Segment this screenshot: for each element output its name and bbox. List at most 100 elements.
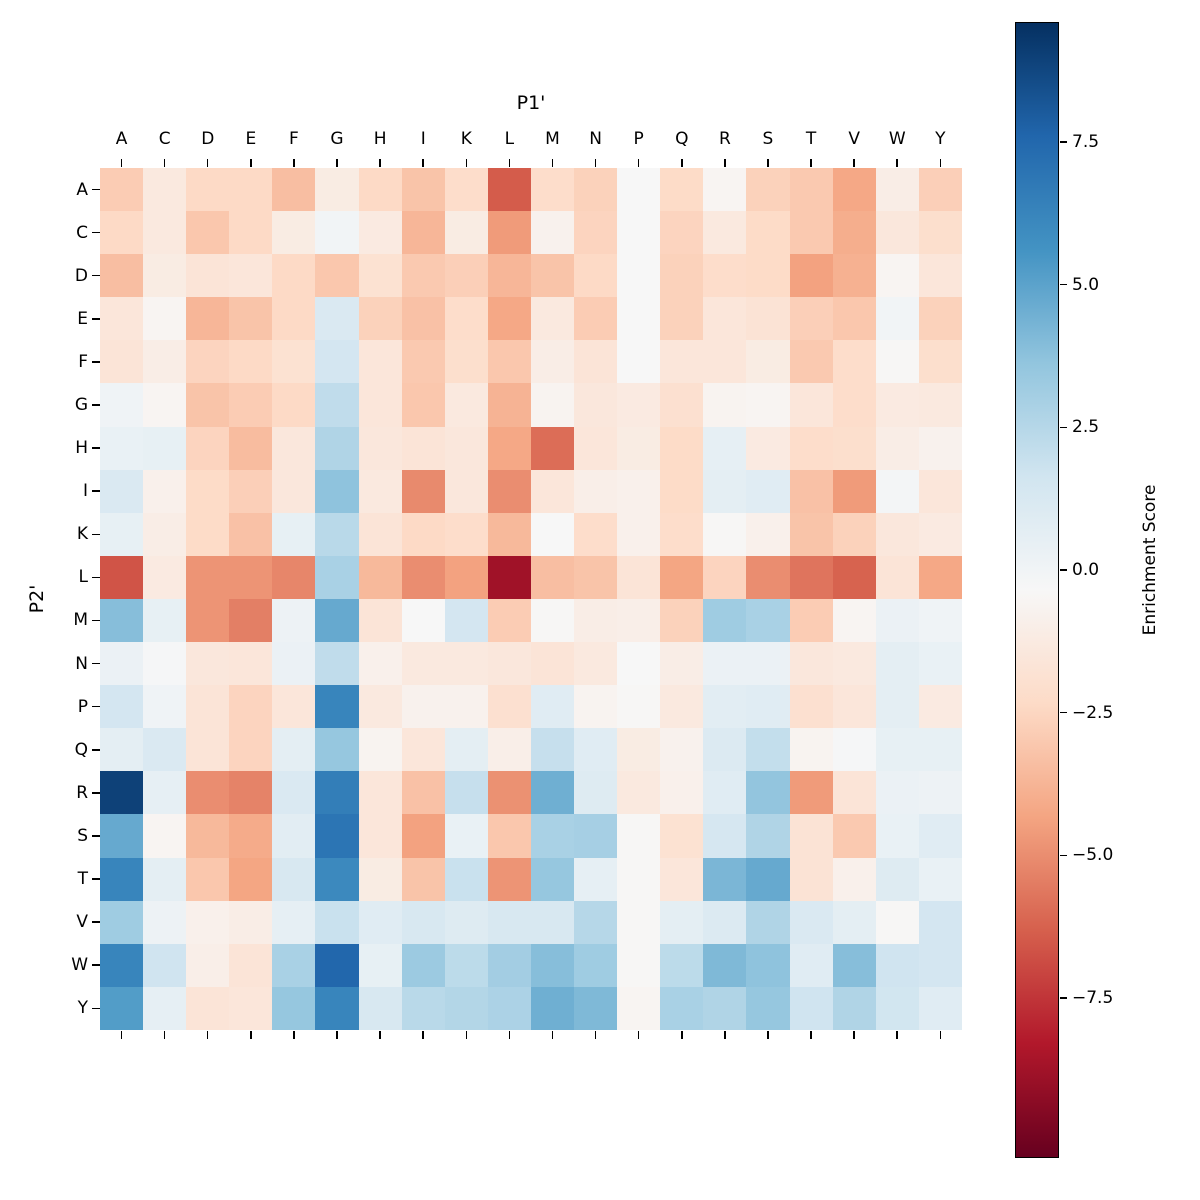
heatmap-cell [315,771,359,815]
heatmap-cell [487,685,531,729]
heatmap-cell [832,426,876,470]
heatmap-cell [272,383,316,427]
heatmap-cell [100,383,144,427]
heatmap-cell [315,857,359,901]
heatmap-cell [530,642,575,686]
heatmap-cell [617,598,661,643]
x-tick-label: H [373,129,387,149]
y-tick-mark [92,254,100,297]
heatmap-cell [143,771,187,815]
heatmap-cell [746,685,790,729]
y-tick-mark [92,685,100,728]
heatmap-cell [401,555,445,599]
heatmap-cell [143,986,187,1030]
heatmap-cell [832,469,876,513]
y-tick-label: V [76,912,88,933]
heatmap-cell [229,469,273,513]
heatmap-cell [315,254,359,298]
heatmap-cell [875,426,919,470]
heatmap-cell [617,943,661,987]
y-tick-mark [92,211,100,254]
heatmap-cell [315,598,359,643]
heatmap-cell [358,986,402,1030]
heatmap-cell [832,297,876,341]
heatmap-cell [315,340,359,384]
y-tick-label: P [77,696,88,717]
heatmap-cell [100,555,144,599]
x-tick-mark [445,159,488,167]
heatmap-cell [703,340,747,384]
heatmap-cell [530,168,575,212]
heatmap-cell [143,469,187,513]
heatmap-cell [530,211,575,255]
heatmap-cell [444,555,488,599]
heatmap-cell [186,426,230,470]
y-tick-marks [92,168,100,1030]
heatmap-cell [100,254,144,298]
heatmap-cell [358,512,402,556]
heatmap-cell [401,211,445,255]
heatmap-cell [358,728,402,772]
y-tick-label: S [77,825,88,846]
heatmap-cell [875,168,919,212]
heatmap-cell [444,771,488,815]
heatmap-cell [315,211,359,255]
heatmap-cell [574,512,618,556]
heatmap-cell [143,685,187,729]
heatmap-cell [358,383,402,427]
heatmap-cell [875,642,919,686]
y-tick-label: D [74,265,88,286]
heatmap-cell [143,297,187,341]
colorbar-tick-mark [1060,569,1067,571]
x-tick-mark [143,1031,186,1039]
heatmap-cell [918,943,962,987]
heatmap-cell [918,771,962,815]
heatmap-cell [315,555,359,599]
heatmap-cell [832,254,876,298]
x-tick-marks-top [100,159,962,167]
heatmap-cell [358,469,402,513]
heatmap-cell [789,254,833,298]
heatmap-cell [617,771,661,815]
heatmap-cell [100,340,144,384]
heatmap-cell [832,642,876,686]
colorbar-tick-mark [1060,141,1067,143]
heatmap-cell [358,555,402,599]
heatmap-cell [487,728,531,772]
heatmap-cell [100,598,144,643]
heatmap-cell [746,555,790,599]
heatmap-cell [186,297,230,341]
x-tick-mark [445,1031,488,1039]
heatmap-cell [574,340,618,384]
heatmap-cell [789,426,833,470]
heatmap-grid [100,168,962,1030]
heatmap-cell [832,598,876,643]
heatmap-cell [617,857,661,901]
heatmap-cell [272,943,316,987]
heatmap-cell [832,340,876,384]
heatmap-cell [574,771,618,815]
heatmap-cell [401,857,445,901]
heatmap-cell [143,254,187,298]
x-axis-title: P1' [516,92,546,114]
heatmap-cell [186,900,230,944]
x-tick-mark [617,1031,660,1039]
heatmap-cell [832,771,876,815]
x-tick-mark [703,1031,746,1039]
heatmap-cell [574,857,618,901]
heatmap-cell [315,512,359,556]
heatmap-cell [918,426,962,470]
heatmap-cell [186,340,230,384]
heatmap-cell [660,728,704,772]
y-tick-mark [92,901,100,944]
y-tick-label: Q [74,739,88,760]
heatmap-cell [143,211,187,255]
heatmap-cell [703,598,747,643]
heatmap-cell [100,986,144,1030]
x-tick-mark [833,1031,876,1039]
heatmap-cell [574,728,618,772]
heatmap-cell [530,598,575,643]
heatmap-cell [100,728,144,772]
